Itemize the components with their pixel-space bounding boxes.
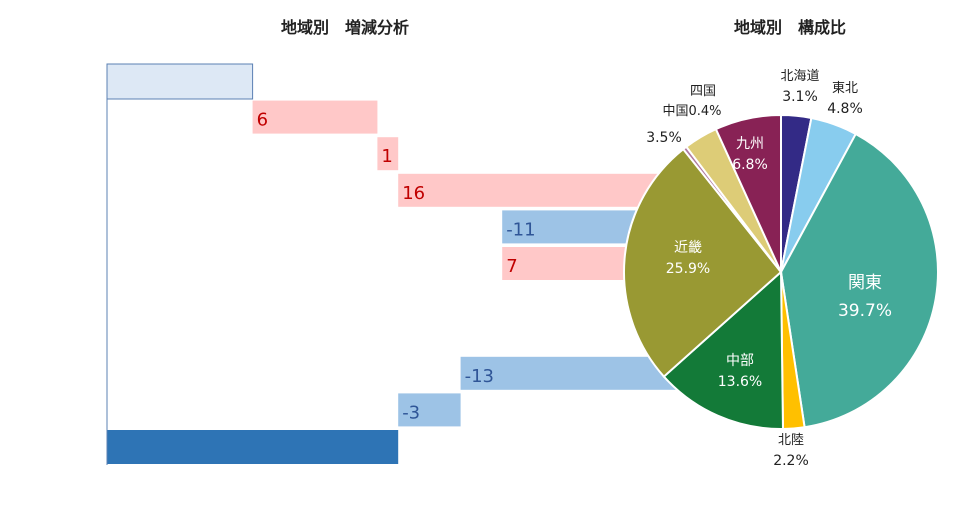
slice-name: 関東	[848, 273, 882, 293]
bar-start	[106, 63, 254, 100]
pie-title: 地域別 構成比	[734, 18, 846, 37]
slice-name: 北海道	[780, 69, 819, 84]
data-label: -13	[465, 366, 494, 387]
data-label: -3	[402, 402, 420, 423]
pie-slice	[662, 269, 784, 430]
slice-value: 3.1%	[782, 89, 818, 105]
slice-name: 近畿	[674, 240, 702, 256]
slice-value: 13.6%	[718, 374, 762, 390]
slice-value: 0.4%	[688, 104, 721, 119]
slice-label: 中国0.4%	[662, 104, 721, 119]
waterfall-title: 地域別 増減分析	[281, 18, 409, 37]
pie-slice	[623, 147, 783, 378]
pie-slice	[779, 132, 939, 429]
pie-chart: 北海道 3.1% 東北 4.8% 関東 39.7% 北陸 2.2% 中部 13.6% 近畿 25.9%…	[623, 69, 939, 469]
bar-step	[252, 100, 378, 134]
slice-value: 4.8%	[827, 101, 863, 117]
slice-value: 25.9%	[666, 261, 710, 277]
slice-name: 中部	[726, 353, 754, 369]
bar-step	[377, 137, 399, 171]
slice-value: 39.7%	[838, 301, 892, 321]
slice-name: 東北	[832, 80, 858, 96]
data-label: 6	[257, 110, 268, 131]
data-label: 1	[381, 146, 392, 167]
slice-value: 6.8%	[732, 157, 768, 173]
slice-value: 3.5%	[646, 130, 682, 146]
slice-name: 四国	[690, 84, 716, 99]
slice-value: 2.2%	[773, 453, 809, 469]
pie-slice	[714, 113, 782, 273]
slice-name: 中国	[662, 104, 688, 119]
slice-name: 九州	[736, 136, 764, 152]
bar-end	[107, 430, 399, 464]
data-label: 16	[402, 183, 425, 204]
data-label: 7	[506, 256, 517, 277]
slice-name: 北陸	[778, 432, 804, 448]
bar-step	[398, 393, 461, 427]
data-label: -11	[506, 219, 535, 240]
